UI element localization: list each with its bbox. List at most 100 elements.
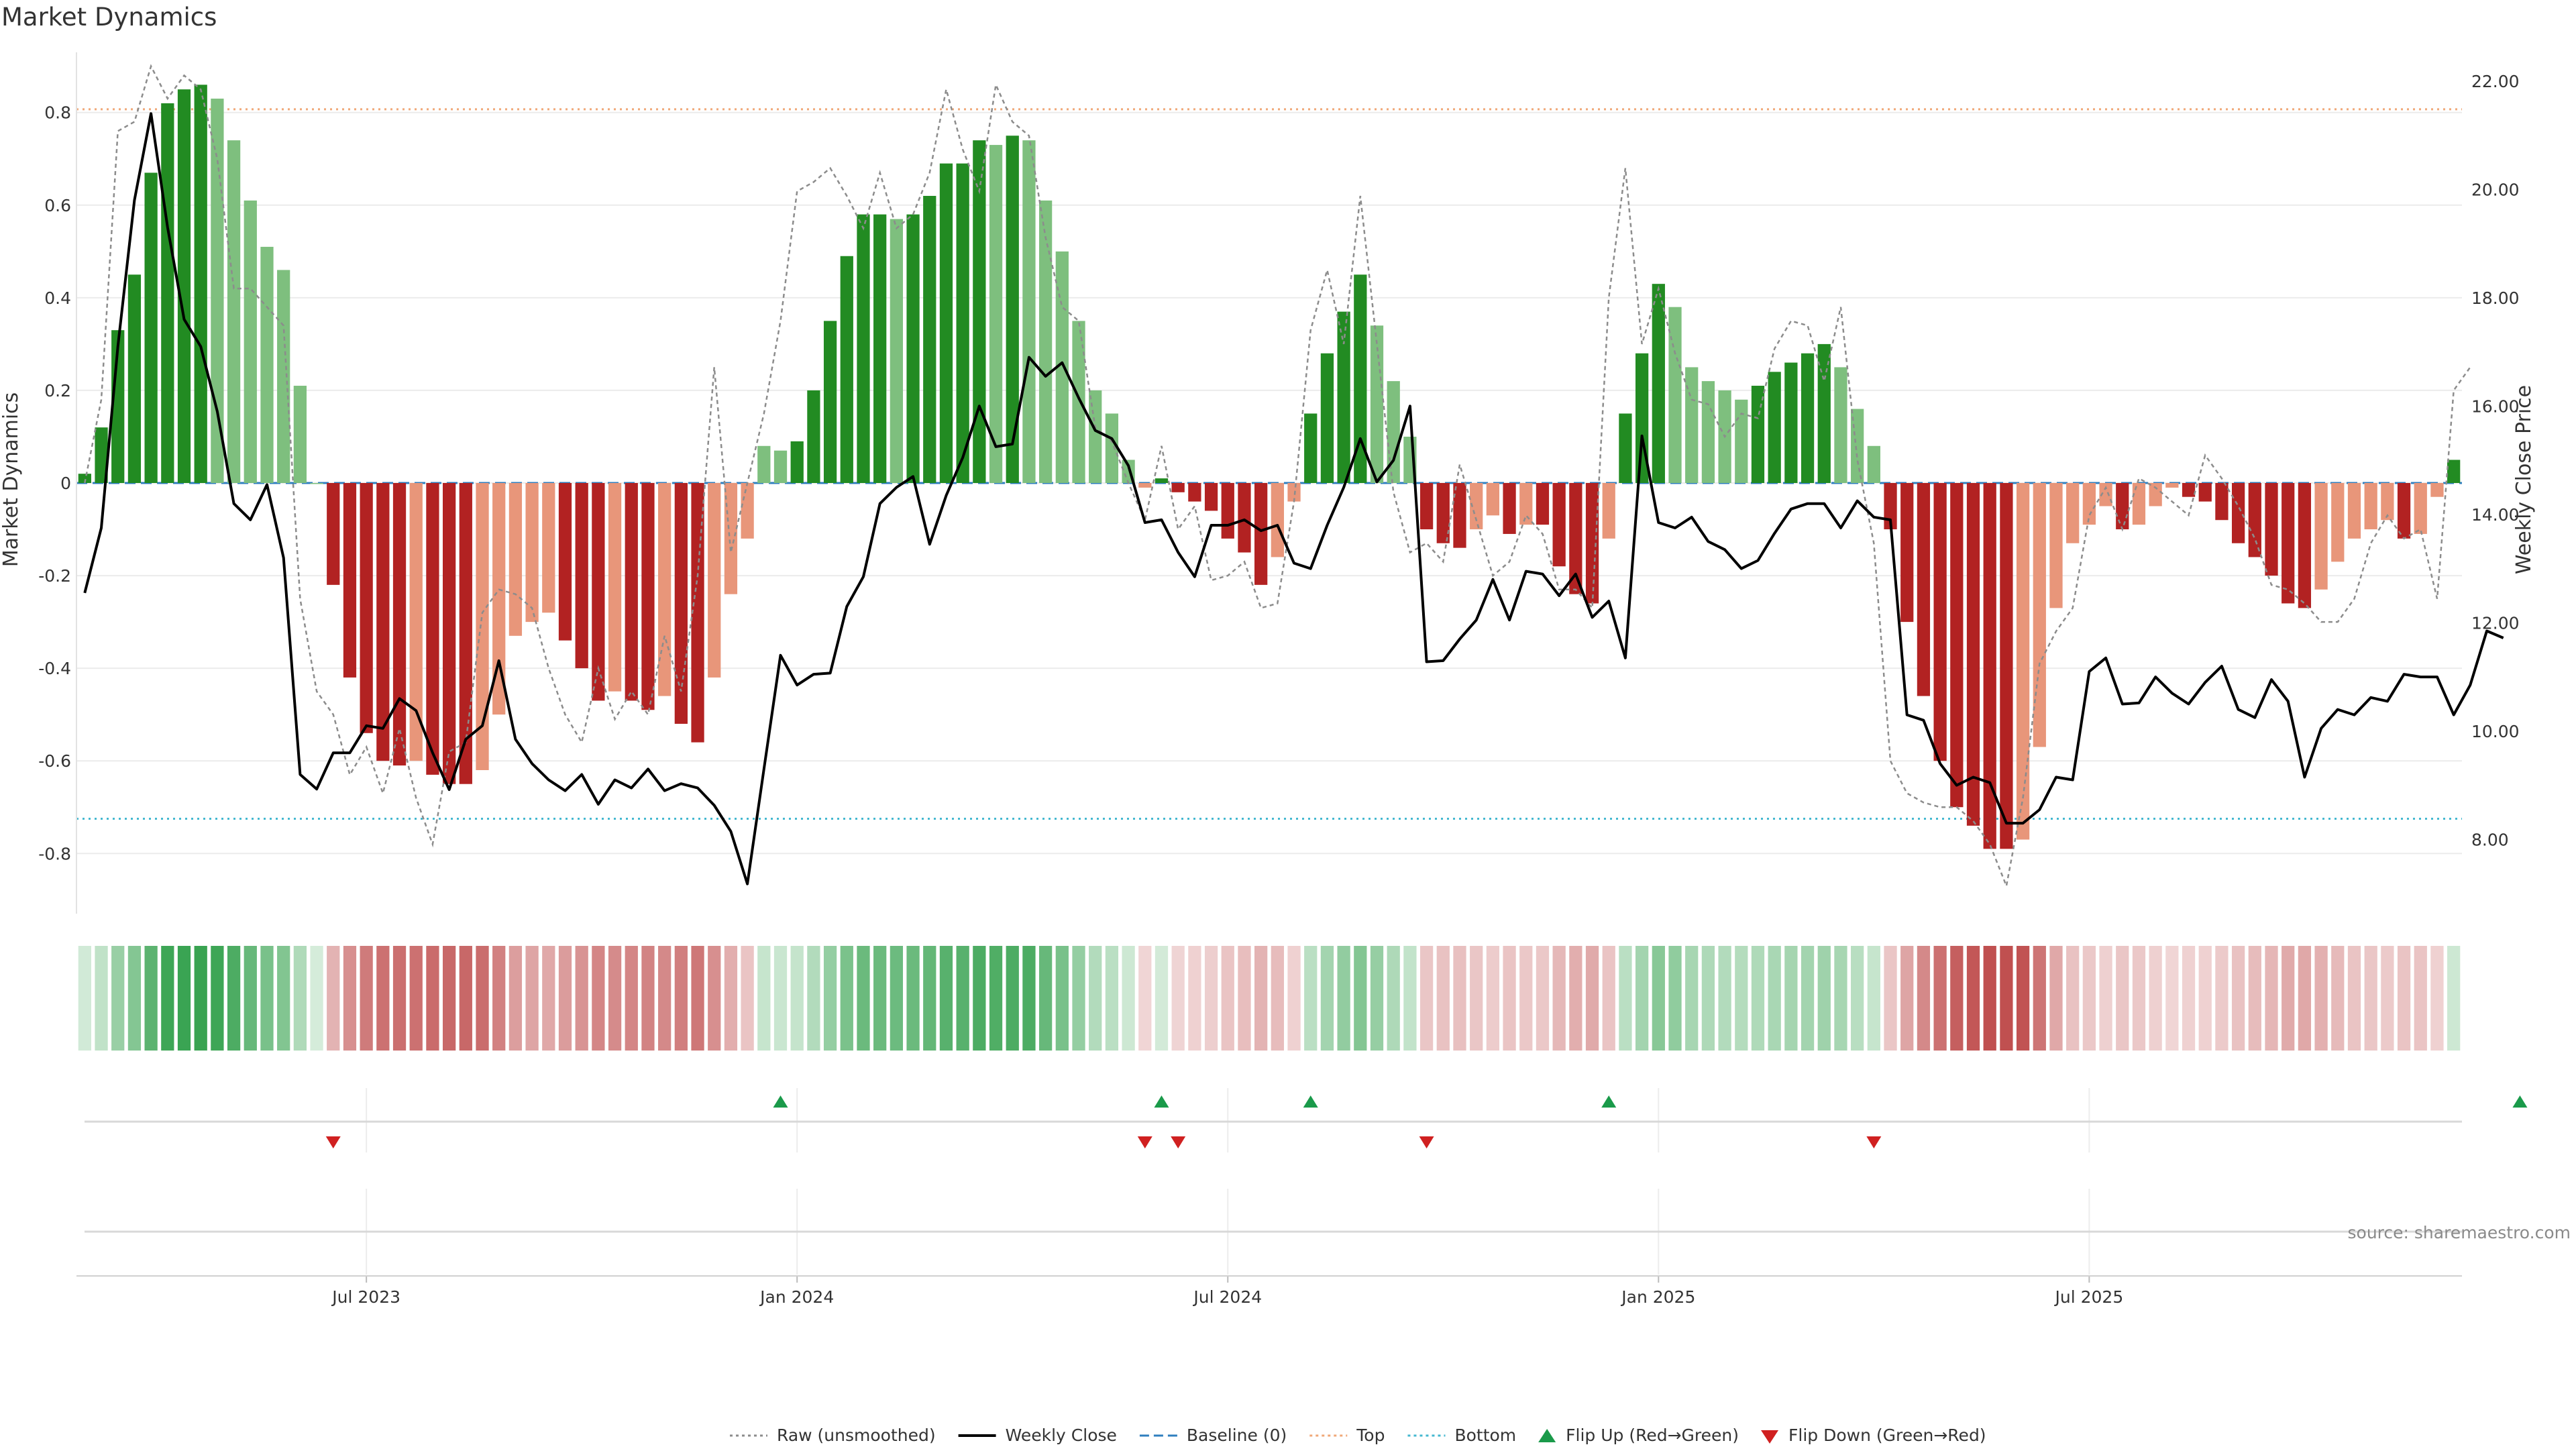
regime-cell [1337, 946, 1350, 1051]
md-bar [956, 163, 969, 483]
regime-cell [1652, 946, 1665, 1051]
regime-cell [161, 946, 174, 1051]
md-bar [1436, 483, 1450, 543]
right-axis-title: Weekly Close Price [2512, 385, 2536, 574]
regime-cell [558, 946, 572, 1051]
md-bar [2165, 483, 2179, 488]
md-bar [1354, 274, 1367, 483]
line-series [83, 64, 2504, 890]
right-tick-label: 12.00 [2471, 613, 2520, 633]
md-bar [211, 99, 224, 484]
regime-cell [807, 946, 820, 1051]
md-bar [2298, 483, 2312, 608]
md-bar [1238, 483, 1251, 553]
flip-markers-panel [85, 1088, 2528, 1152]
regime-cell [1271, 946, 1284, 1051]
regime-cell [1585, 946, 1599, 1051]
md-bar [442, 483, 456, 784]
md-bar [1933, 483, 1947, 761]
md-bar [1701, 381, 1715, 483]
regime-cell [757, 946, 771, 1051]
md-bar [1917, 483, 1931, 696]
regime-cell [2364, 946, 2377, 1051]
right-tick-label: 8.00 [2471, 830, 2509, 849]
regime-cell [741, 946, 754, 1051]
regime-cell [2132, 946, 2146, 1051]
flip-up-marker [773, 1095, 788, 1108]
x-tick-label: Jul 2023 [331, 1287, 400, 1307]
right-tick-label: 18.00 [2471, 288, 2520, 308]
regime-cell [625, 946, 638, 1051]
md-bar [575, 483, 588, 669]
legend-item: Flip Down (Green→Red) [1761, 1426, 1986, 1445]
regime-cell [1022, 946, 1036, 1051]
md-bar [857, 214, 870, 483]
md-bar [989, 145, 1003, 483]
md-bar [1287, 483, 1301, 502]
md-bar [1983, 483, 1996, 849]
regime-cell [1470, 946, 1483, 1051]
regime-cell [1602, 946, 1615, 1051]
md-bar [2282, 483, 2295, 604]
legend-item: Bottom [1407, 1426, 1516, 1445]
md-bar [2265, 483, 2278, 576]
md-bar [2132, 483, 2146, 525]
reference-lines [76, 108, 2462, 820]
regime-cell [1552, 946, 1566, 1051]
regime-cell [1221, 946, 1234, 1051]
right-tick-label: 10.00 [2471, 722, 2520, 741]
regime-cell [1668, 946, 1682, 1051]
md-bar [1254, 483, 1268, 585]
regime-cell [2282, 946, 2295, 1051]
regime-cell [1089, 946, 1102, 1051]
md-bar [592, 483, 605, 701]
chart-title: Market Dynamics [1, 3, 217, 32]
regime-cell [2000, 946, 2013, 1051]
legend-item: Flip Up (Red→Green) [1538, 1426, 1739, 1445]
regime-cell [409, 946, 423, 1051]
md-bar [1784, 362, 1798, 483]
regime-cell [1188, 946, 1201, 1051]
md-bar [277, 270, 290, 483]
x-tick-label: Jul 2025 [2054, 1287, 2124, 1307]
md-bar [1900, 483, 1914, 623]
md-bar [1503, 483, 1516, 534]
regime-cell [1784, 946, 1798, 1051]
regime-cell [1569, 946, 1582, 1051]
md-bar [674, 483, 688, 724]
md-bar [1652, 284, 1665, 483]
regime-cell [525, 946, 539, 1051]
regime-cell [2116, 946, 2129, 1051]
legend-label: Bottom [1454, 1426, 1516, 1445]
md-bar [840, 256, 853, 483]
md-bar [1519, 483, 1533, 525]
regime-cell [277, 946, 290, 1051]
regime-cell [823, 946, 837, 1051]
regime-cell [2182, 946, 2196, 1051]
md-bar [260, 246, 274, 483]
regime-cell [310, 946, 323, 1051]
flip-down-marker [1866, 1136, 1882, 1148]
md-bar [542, 483, 555, 613]
regime-cell [1701, 946, 1715, 1051]
left-tick-label: 0.8 [44, 103, 71, 123]
md-bar [1271, 483, 1284, 557]
regime-cell [1122, 946, 1135, 1051]
md-bar [2414, 483, 2427, 534]
md-bar [1950, 483, 1964, 808]
right-tick-label: 22.00 [2471, 72, 2520, 91]
legend-label: Weekly Close [1006, 1426, 1117, 1445]
flip-down-marker [1137, 1136, 1152, 1148]
md-bar [2381, 483, 2394, 521]
regime-cell [2033, 946, 2046, 1051]
regime-cell [575, 946, 588, 1051]
regime-cell [1105, 946, 1119, 1051]
regime-cell [939, 946, 953, 1051]
regime-cell [426, 946, 439, 1051]
md-bar [1569, 483, 1582, 594]
md-bar [1038, 200, 1053, 483]
regime-cell [1884, 946, 1897, 1051]
right-tick-label: 20.00 [2471, 180, 2520, 199]
regime-cell [790, 946, 804, 1051]
regime-cell [2248, 946, 2261, 1051]
